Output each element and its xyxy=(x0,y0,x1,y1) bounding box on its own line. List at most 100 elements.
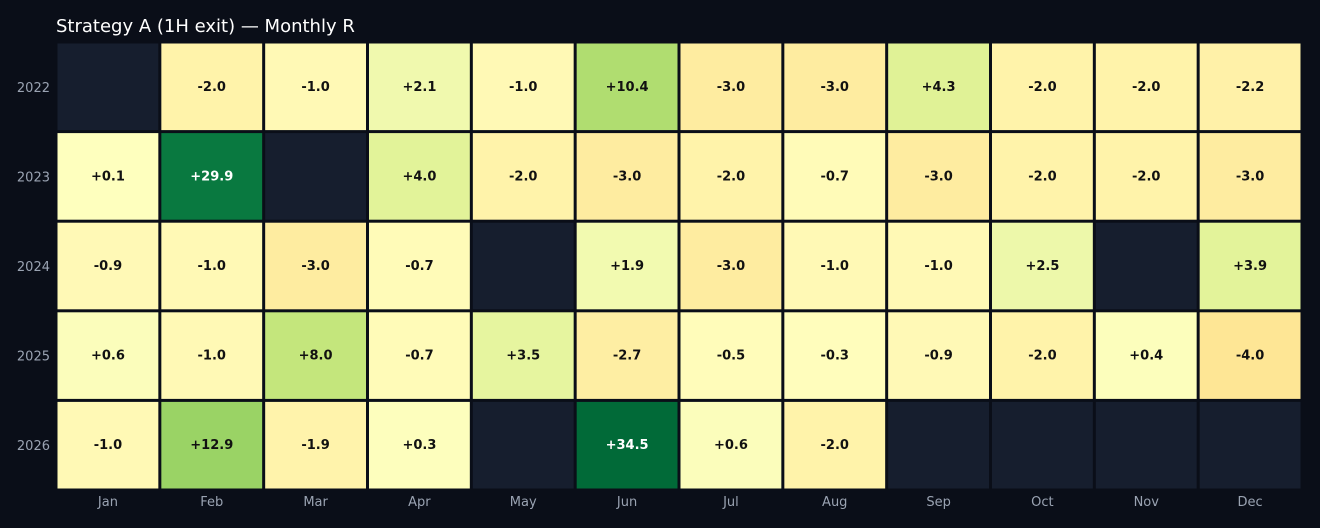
cell-value-label: -2.7 xyxy=(613,349,641,364)
cell-value-label: -2.0 xyxy=(198,80,226,95)
cell-value-label: +2.1 xyxy=(402,80,436,95)
heatmap-cell-2026-sep xyxy=(888,401,989,489)
cell-value-label: -0.9 xyxy=(94,259,122,274)
cell-value-label: -1.0 xyxy=(301,80,329,95)
heatmap-cell-2023-feb xyxy=(161,133,263,220)
heatmap-cell-2025-jul xyxy=(680,312,782,399)
heatmap-cell-2025-dec xyxy=(1199,312,1301,399)
heatmap-cell-2024-apr xyxy=(369,222,470,310)
heatmap-cell-2024-oct xyxy=(992,222,1093,310)
heatmap-cell-2024-feb xyxy=(161,222,263,310)
cell-value-label: -2.0 xyxy=(1028,169,1056,184)
heatmap-cell-2024-jul xyxy=(680,222,782,310)
cell-value-label: -0.7 xyxy=(405,259,433,274)
y-tick-label: 2025 xyxy=(17,350,50,365)
cell-value-label: +8.0 xyxy=(299,349,333,364)
heatmap-cell-2023-nov xyxy=(1095,133,1197,220)
heatmap-cell-2025-sep xyxy=(888,312,989,399)
heatmap-cell-2025-jun xyxy=(576,312,678,399)
heatmap-cell-2025-nov xyxy=(1095,312,1197,399)
x-tick-label: Aug xyxy=(822,495,847,510)
cell-value-label: +2.5 xyxy=(1025,259,1059,274)
x-axis-ticks: Jan Feb Mar Apr May Jun Jul Aug Sep Oct Nov Dec xyxy=(97,495,1263,510)
heatmap-cell-2024-jan xyxy=(57,222,159,310)
cell-value-label: -2.0 xyxy=(1132,80,1160,95)
heatmap-cell-2023-sep xyxy=(888,133,989,220)
heatmap-cell-2024-aug xyxy=(784,222,886,310)
cell-value-label: -1.0 xyxy=(924,259,952,274)
heatmap-cell-2024-sep xyxy=(888,222,989,310)
cell-value-label: -3.0 xyxy=(924,169,952,184)
heatmap-cells: -2.0 -1.0 +2.1 -1.0 +10.4 -3.0 -3.0 +4.3 -2.0 -2.… xyxy=(57,43,1301,489)
cell-value-label: -0.7 xyxy=(821,169,849,184)
y-tick-label: 2024 xyxy=(17,260,50,275)
heatmap-cell-2024-jun xyxy=(576,222,678,310)
heatmap-cell-2025-jan xyxy=(57,312,159,399)
x-tick-label: Oct xyxy=(1031,495,1053,510)
cell-value-label: -0.7 xyxy=(405,349,433,364)
heatmap-cell-2023-oct xyxy=(992,133,1093,220)
heatmap-cell-2022-sep xyxy=(888,43,989,131)
x-tick-label: Dec xyxy=(1238,495,1263,510)
cell-value-label: +3.5 xyxy=(506,349,540,364)
cell-value-label: -1.9 xyxy=(301,438,329,453)
heatmap-cell-2022-jul xyxy=(680,43,782,131)
cell-value-label: +0.6 xyxy=(714,438,748,453)
x-tick-label: Apr xyxy=(408,495,431,510)
cell-value-label: -3.0 xyxy=(821,80,849,95)
x-tick-label: May xyxy=(510,495,537,510)
cell-value-label: -1.0 xyxy=(94,438,122,453)
heatmap-cell-2022-aug xyxy=(784,43,886,131)
heatmap-cell-2025-apr xyxy=(369,312,470,399)
x-tick-label: Feb xyxy=(200,495,223,510)
heatmap-cell-2025-feb xyxy=(161,312,263,399)
cell-value-label: +34.5 xyxy=(606,438,649,453)
cell-value-label: -2.0 xyxy=(1028,80,1056,95)
cell-value-label: -3.0 xyxy=(717,259,745,274)
heatmap-cell-2026-nov xyxy=(1095,401,1197,489)
x-tick-label: Mar xyxy=(303,495,328,510)
cell-value-label: -2.0 xyxy=(821,438,849,453)
cell-value-label: -0.3 xyxy=(821,349,849,364)
heatmap-cell-2025-mar xyxy=(265,312,366,399)
cell-value-label: +29.9 xyxy=(190,169,233,184)
heatmap-cell-2023-jan xyxy=(57,133,159,220)
cell-value-label: -3.0 xyxy=(301,259,329,274)
cell-value-label: +1.9 xyxy=(610,259,644,274)
x-tick-label: Jul xyxy=(722,495,739,510)
heatmap-cell-2023-jun xyxy=(576,133,678,220)
x-tick-label: Sep xyxy=(926,495,951,510)
heatmap-cell-2026-dec xyxy=(1199,401,1301,489)
heatmap-cell-2026-mar xyxy=(265,401,366,489)
heatmap-cell-2026-aug xyxy=(784,401,886,489)
y-axis-ticks: 2022 2023 2024 2025 2026 xyxy=(17,81,50,454)
heatmap-cell-2026-jul xyxy=(680,401,782,489)
heatmap-cell-2022-oct xyxy=(992,43,1093,131)
heatmap-cell-2024-may xyxy=(472,222,574,310)
heatmap-cell-2022-dec xyxy=(1199,43,1301,131)
heatmap-cell-2024-dec xyxy=(1199,222,1301,310)
cell-value-label: +0.6 xyxy=(91,349,125,364)
cell-value-label: -2.2 xyxy=(1236,80,1264,95)
cell-value-label: +0.4 xyxy=(1129,349,1163,364)
heatmap-cell-2026-jan xyxy=(57,401,159,489)
cell-value-label: -1.0 xyxy=(198,349,226,364)
cell-value-label: -2.0 xyxy=(509,169,537,184)
heatmap-cell-2025-oct xyxy=(992,312,1093,399)
cell-value-label: -3.0 xyxy=(613,169,641,184)
heatmap-cell-2022-apr xyxy=(369,43,470,131)
heatmap-cell-2022-nov xyxy=(1095,43,1197,131)
y-tick-label: 2026 xyxy=(17,439,50,454)
y-tick-label: 2022 xyxy=(17,81,50,96)
heatmap-cell-2023-may xyxy=(472,133,574,220)
x-tick-label: Nov xyxy=(1134,495,1160,510)
cell-value-label: +3.9 xyxy=(1233,259,1267,274)
heatmap-cell-2025-may xyxy=(472,312,574,399)
heatmap-cell-2023-apr xyxy=(369,133,470,220)
cell-value-label: +4.3 xyxy=(922,80,956,95)
cell-value-label: -0.9 xyxy=(924,349,952,364)
cell-value-label: -0.5 xyxy=(717,349,745,364)
heatmap-cell-2022-may xyxy=(472,43,574,131)
heatmap-cell-2026-may xyxy=(472,401,574,489)
heatmap-cell-2023-aug xyxy=(784,133,886,220)
